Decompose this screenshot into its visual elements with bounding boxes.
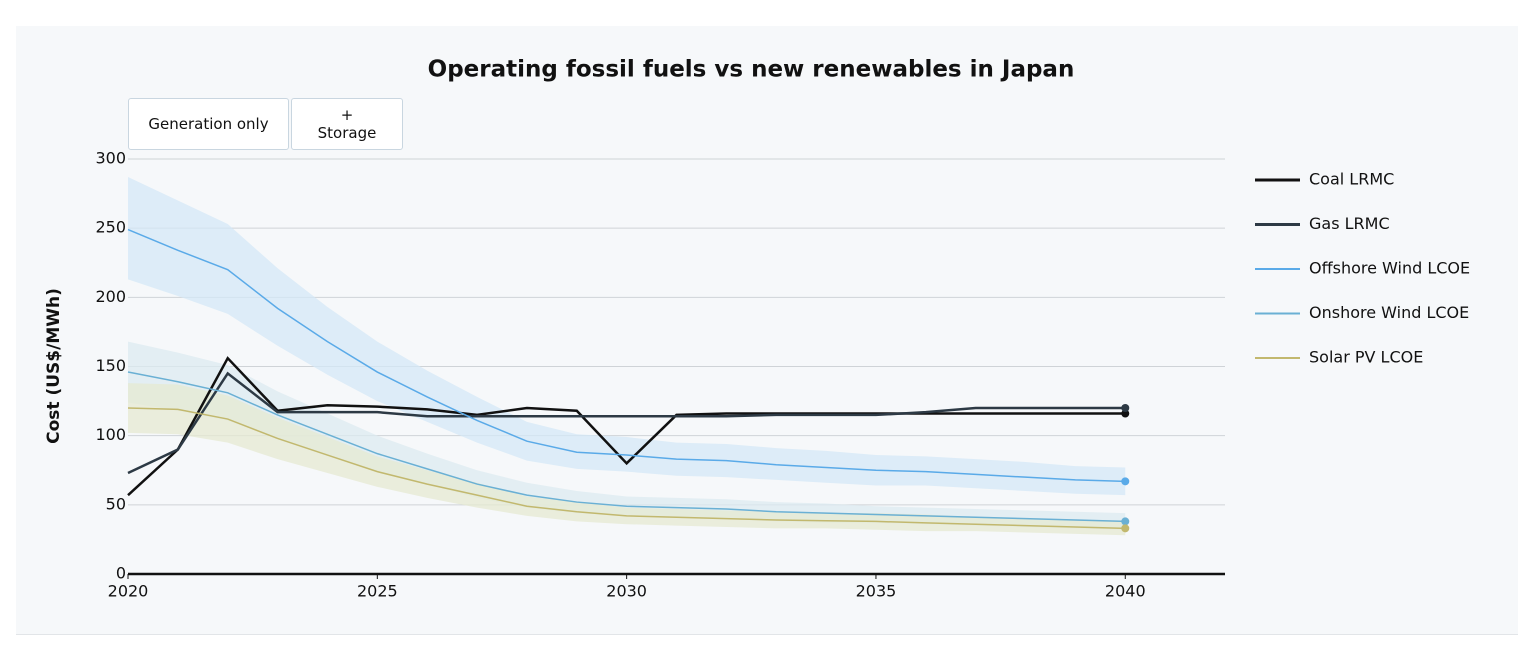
y-tick-label: 200 — [95, 287, 126, 306]
confidence-band — [128, 176, 1126, 496]
chart-title: Operating fossil fuels vs new renewables… — [428, 57, 1075, 83]
y-tick-label: 300 — [95, 149, 126, 168]
y-tick-label: 250 — [95, 218, 126, 237]
legend-label: Onshore Wind LCOE — [1309, 303, 1469, 322]
x-tick-label: 2020 — [108, 582, 149, 601]
legend-label: Coal LRMC — [1309, 170, 1394, 189]
end-point — [1121, 477, 1130, 486]
series-line — [127, 371, 1126, 475]
series-line — [127, 356, 1126, 497]
x-tick-label: 2030 — [606, 582, 647, 601]
end-point — [1121, 524, 1130, 533]
legend-label: Offshore Wind LCOE — [1309, 259, 1470, 278]
confidence-band — [128, 383, 1126, 536]
end-point — [1121, 517, 1130, 526]
x-tick-label: 2025 — [357, 582, 398, 601]
legend-label: Gas LRMC — [1309, 214, 1390, 233]
end-point — [1121, 409, 1130, 418]
series-line — [127, 228, 1126, 483]
storage-button[interactable]: + Storage — [291, 98, 403, 150]
y-tick-label: 0 — [116, 564, 126, 583]
series-line — [127, 371, 1126, 523]
y-tick-label: 150 — [95, 356, 126, 375]
generation-button[interactable]: Generation only — [128, 98, 289, 150]
legend-label: Solar PV LCOE — [1309, 348, 1423, 367]
y-tick-label: 50 — [106, 494, 126, 513]
y-axis-label: Cost (US$/MWh) — [44, 288, 64, 444]
end-point — [1121, 404, 1130, 412]
y-tick-label: 100 — [95, 425, 126, 444]
x-tick-label: 2035 — [856, 582, 897, 601]
confidence-band — [128, 341, 1126, 530]
series-line — [127, 407, 1126, 530]
x-tick-label: 2040 — [1105, 582, 1146, 601]
